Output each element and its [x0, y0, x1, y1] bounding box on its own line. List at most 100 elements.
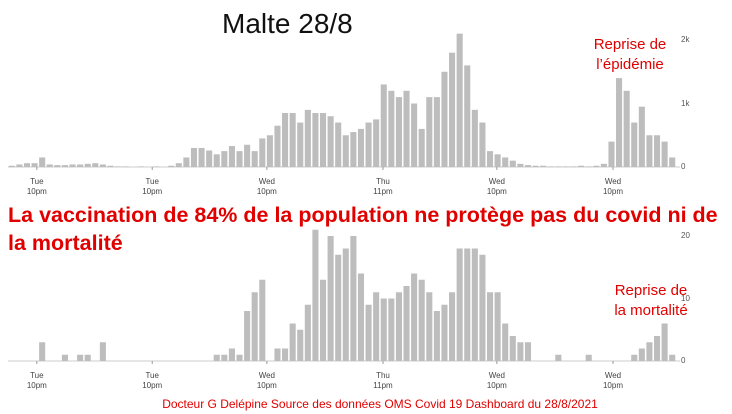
- bar: [244, 144, 251, 167]
- bar: [99, 164, 106, 167]
- bar: [517, 342, 524, 361]
- y-tick-label: 0: [681, 356, 686, 365]
- bar: [282, 113, 289, 167]
- bar: [168, 165, 175, 167]
- bar: [494, 292, 501, 361]
- bar: [555, 354, 562, 361]
- bar: [616, 78, 623, 167]
- x-tick-label: Wed 10pm: [256, 177, 277, 196]
- bar: [464, 65, 471, 167]
- title: Malte 28/8: [222, 8, 353, 39]
- y-tick-label: 10: [681, 293, 690, 303]
- bar: [502, 323, 509, 361]
- annotation: Reprise de la mortalité: [614, 282, 688, 319]
- bar: [661, 141, 668, 167]
- bar: [297, 122, 304, 167]
- bar: [638, 106, 645, 167]
- bar: [8, 165, 15, 167]
- bar: [638, 348, 645, 361]
- bar: [16, 164, 23, 167]
- bar: [555, 166, 562, 167]
- bar: [297, 329, 304, 361]
- footer: Docteur G Delépine Source des données OM…: [162, 397, 598, 411]
- bar: [471, 248, 478, 361]
- bar: [403, 90, 410, 167]
- bar: [312, 113, 319, 167]
- x-tick-label: Wed 10pm: [486, 177, 507, 196]
- bar: [631, 122, 638, 167]
- bar: [274, 125, 281, 167]
- bar: [373, 292, 380, 361]
- bar: [221, 151, 228, 167]
- x-tick-label: Wed 10pm: [256, 371, 277, 390]
- bar: [441, 304, 448, 361]
- bar: [631, 354, 638, 361]
- bar: [206, 150, 213, 167]
- bar: [365, 304, 372, 361]
- bar: [236, 354, 243, 361]
- bar: [357, 128, 365, 167]
- bar: [600, 163, 607, 167]
- bar: [46, 164, 53, 167]
- bar: [92, 163, 99, 167]
- bar: [509, 160, 516, 167]
- bar: [61, 165, 68, 167]
- bar: [547, 166, 554, 167]
- bar: [456, 248, 463, 361]
- bar: [152, 166, 160, 167]
- bar: [304, 304, 311, 361]
- bar: [335, 254, 342, 361]
- x-tick-label: Tue 10pm: [142, 177, 163, 196]
- y-tick-label: 2k: [681, 35, 690, 44]
- bar: [479, 254, 486, 361]
- bar: [456, 33, 463, 168]
- bar: [418, 128, 425, 167]
- x-tick-label: Tue 10pm: [142, 371, 163, 390]
- bar: [84, 163, 91, 167]
- bar: [31, 163, 38, 167]
- annotation: Reprise de l’épidémie: [593, 36, 667, 73]
- bar: [373, 119, 380, 167]
- headline: La vaccination de 84% de la population n…: [8, 203, 718, 255]
- bar: [479, 122, 486, 167]
- bar: [274, 348, 281, 361]
- bar: [540, 165, 547, 167]
- bar: [403, 286, 410, 361]
- bar: [365, 122, 372, 167]
- bar: [77, 354, 84, 361]
- x-tick-label: Wed 10pm: [602, 371, 623, 390]
- bar: [395, 97, 402, 167]
- bar: [623, 90, 630, 167]
- bar: [350, 132, 357, 167]
- bar: [319, 279, 327, 361]
- bar: [570, 166, 577, 167]
- bar: [578, 165, 585, 167]
- bar: [61, 354, 68, 361]
- bar: [411, 103, 418, 167]
- bar: [418, 279, 425, 361]
- x-tick-label: Tue 10pm: [26, 177, 47, 196]
- bar: [411, 273, 418, 361]
- bar: [327, 236, 334, 361]
- bar: [69, 164, 76, 167]
- bar: [562, 166, 569, 167]
- bar: [517, 163, 524, 167]
- bar: [502, 157, 509, 167]
- y-tick-label: 20: [681, 231, 690, 240]
- bar: [115, 166, 122, 167]
- bar: [486, 151, 494, 167]
- bar: [236, 151, 243, 167]
- bar: [661, 323, 668, 361]
- bar: [608, 141, 615, 167]
- x-tick-label: Thu 11pm: [373, 371, 393, 390]
- bar: [54, 165, 61, 167]
- bar: [84, 354, 91, 361]
- bar: [342, 135, 349, 167]
- bar: [228, 348, 235, 361]
- bar: [282, 348, 289, 361]
- bar: [494, 154, 501, 167]
- bar: [593, 165, 600, 167]
- y-tick-label: 0: [681, 162, 686, 171]
